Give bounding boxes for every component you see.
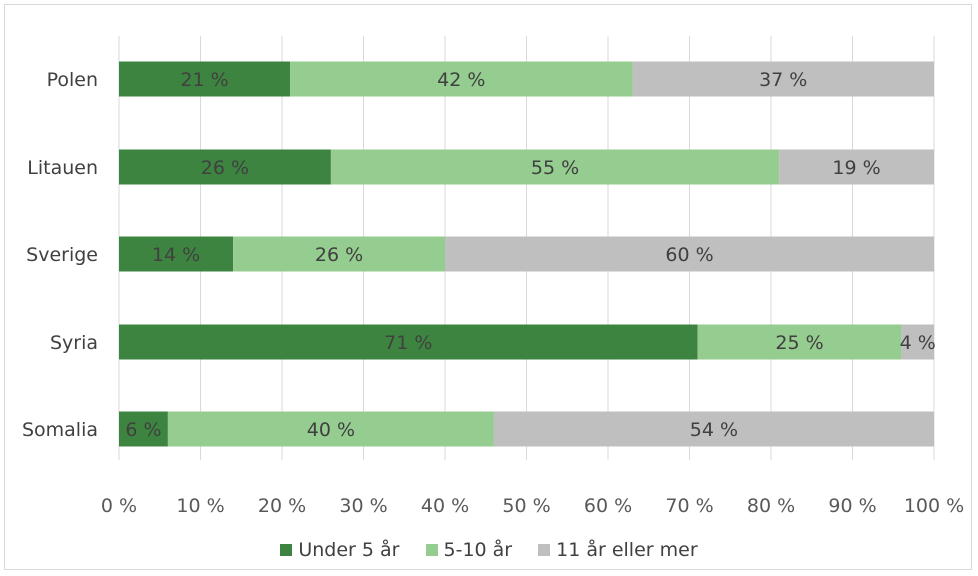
category-label: Sverige — [26, 244, 98, 266]
x-tick-label: 70 % — [665, 495, 713, 517]
data-label: 37 % — [759, 69, 807, 91]
bar-segment — [779, 149, 934, 185]
bar-segment — [119, 324, 698, 360]
x-tick-label: 60 % — [584, 495, 632, 517]
data-labels: 21 % 42 % 37 % 26 % 55 % 19 % 14 % 26 % 60 % 71 %… — [125, 69, 935, 441]
legend-label: Under 5 år — [298, 539, 400, 561]
category-label: Syria — [50, 332, 98, 354]
legend-label: 5-10 år — [443, 539, 513, 561]
data-label: 14 % — [152, 244, 200, 266]
bar-segment — [290, 61, 633, 97]
bar-segment — [233, 236, 445, 272]
data-label: 55 % — [531, 157, 579, 179]
x-tick-label: 100 % — [904, 495, 964, 517]
legend-swatch — [538, 544, 551, 556]
bar-segment — [632, 61, 934, 97]
data-label: 26 % — [315, 244, 363, 266]
category-label: Somalia — [22, 419, 98, 441]
data-label: 26 % — [201, 157, 249, 179]
category-labels: Polen Litauen Sverige Syria Somalia — [22, 69, 98, 441]
category-label: Litauen — [27, 157, 98, 179]
data-label: 4 % — [900, 332, 936, 354]
data-label: 54 % — [690, 419, 738, 441]
data-label: 71 % — [384, 332, 432, 354]
chart-frame — [4, 4, 972, 570]
x-tick-label: 50 % — [502, 495, 550, 517]
data-label: 40 % — [307, 419, 355, 441]
bar-segment — [119, 61, 291, 97]
data-label: 60 % — [665, 244, 713, 266]
x-tick-label: 90 % — [828, 495, 876, 517]
category-label: Polen — [47, 69, 98, 91]
bar-segment — [119, 236, 234, 272]
legend-item: Under 5 år — [280, 539, 400, 561]
data-label: 19 % — [832, 157, 880, 179]
x-tick-label: 30 % — [339, 495, 387, 517]
x-tick-label: 80 % — [747, 495, 795, 517]
data-label: 25 % — [775, 332, 823, 354]
legend: Under 5 år 5-10 år 11 år eller mer — [0, 536, 978, 564]
x-axis-tick-labels: 0 % 10 % 20 % 30 % 40 % 50 % 60 % 70 % 80 % 90 % 1… — [101, 495, 964, 517]
data-label: 21 % — [180, 69, 228, 91]
bar-segment — [119, 149, 331, 185]
data-label: 6 % — [125, 419, 161, 441]
legend-item: 11 år eller mer — [538, 539, 698, 561]
legend-swatch — [280, 544, 293, 556]
bar-segment — [167, 411, 494, 447]
legend-label: 11 år eller mer — [556, 539, 698, 561]
bar-segment — [445, 236, 934, 272]
data-label: 42 % — [437, 69, 485, 91]
bar-segment — [493, 411, 934, 447]
legend-swatch — [425, 544, 438, 556]
bars — [119, 61, 934, 447]
legend-item: 5-10 år — [425, 539, 513, 561]
x-tick-label: 10 % — [176, 495, 224, 517]
x-tick-label: 0 % — [101, 495, 137, 517]
x-tick-label: 20 % — [258, 495, 306, 517]
bar-segment — [119, 411, 168, 447]
bar-segment — [697, 324, 902, 360]
x-tick-label: 40 % — [421, 495, 469, 517]
bar-segment — [901, 324, 934, 360]
bar-segment — [330, 149, 780, 185]
